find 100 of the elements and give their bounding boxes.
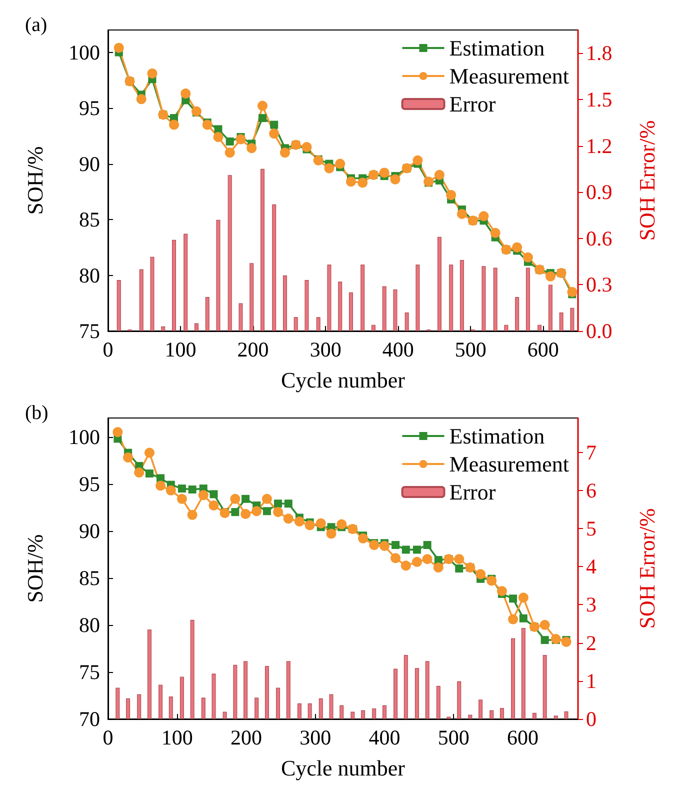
bar bbox=[511, 638, 516, 719]
point bbox=[112, 427, 123, 438]
bar bbox=[168, 696, 173, 719]
y2-tick-label: 0.0 bbox=[586, 319, 612, 343]
bar bbox=[137, 694, 142, 719]
bar bbox=[194, 323, 198, 331]
bar bbox=[542, 654, 547, 719]
point bbox=[246, 143, 257, 154]
bar bbox=[564, 711, 568, 719]
legend-label: Measurement bbox=[449, 64, 569, 88]
point bbox=[144, 448, 154, 458]
y-axis-title: SOH/% bbox=[22, 534, 48, 603]
point bbox=[446, 190, 456, 200]
point bbox=[508, 614, 518, 624]
y2-tick-label: 2 bbox=[586, 630, 596, 655]
bar bbox=[414, 668, 419, 719]
point bbox=[545, 271, 556, 282]
bar bbox=[404, 312, 409, 331]
x-tick-label: 300 bbox=[310, 338, 342, 362]
bar bbox=[493, 268, 498, 331]
bar bbox=[393, 289, 398, 331]
point bbox=[509, 594, 518, 603]
bar bbox=[350, 712, 355, 719]
bar bbox=[190, 620, 194, 719]
y2-axis-title: SOH Error/% bbox=[634, 508, 660, 629]
point bbox=[454, 554, 464, 564]
point bbox=[561, 636, 572, 647]
y2-tick-label: 5 bbox=[586, 516, 596, 540]
bar bbox=[460, 260, 464, 331]
point bbox=[358, 178, 368, 188]
x-tick-label: 600 bbox=[506, 726, 538, 750]
point bbox=[358, 533, 368, 544]
bar bbox=[372, 708, 376, 719]
point bbox=[134, 468, 144, 478]
point bbox=[230, 494, 240, 504]
point bbox=[392, 540, 400, 549]
bar bbox=[216, 220, 220, 331]
point bbox=[269, 128, 280, 139]
bar bbox=[521, 628, 526, 719]
bar bbox=[340, 705, 344, 719]
x-tick-label: 0 bbox=[102, 338, 114, 362]
point bbox=[379, 540, 390, 551]
bar bbox=[449, 264, 454, 331]
point bbox=[273, 507, 284, 518]
x-tick-label: 600 bbox=[527, 338, 559, 362]
point bbox=[512, 242, 522, 252]
bar bbox=[205, 297, 210, 331]
point bbox=[390, 174, 400, 184]
bar bbox=[147, 629, 152, 719]
bar bbox=[158, 684, 163, 719]
point bbox=[478, 211, 489, 222]
point bbox=[180, 88, 191, 99]
bar bbox=[329, 694, 334, 719]
bar bbox=[264, 666, 269, 719]
point bbox=[240, 508, 251, 519]
point bbox=[242, 494, 250, 503]
bar bbox=[139, 269, 144, 331]
chart-title: (b) bbox=[25, 402, 48, 424]
legend-label: Estimation bbox=[449, 424, 545, 448]
point bbox=[346, 176, 356, 187]
point bbox=[304, 520, 315, 530]
point bbox=[316, 518, 326, 528]
point bbox=[114, 42, 124, 53]
x-axis-title: Cycle number bbox=[280, 368, 406, 392]
y-tick-label: 85 bbox=[79, 208, 100, 232]
bar bbox=[212, 674, 216, 719]
y2-tick-label: 0 bbox=[586, 707, 596, 731]
bar bbox=[297, 703, 302, 719]
bar bbox=[404, 654, 408, 719]
y2-tick-label: 0.9 bbox=[586, 180, 612, 204]
legend-label: Error bbox=[449, 92, 496, 116]
y-tick-label: 100 bbox=[68, 40, 100, 64]
bar bbox=[250, 263, 254, 331]
point bbox=[236, 134, 246, 144]
point bbox=[567, 286, 578, 297]
point bbox=[210, 490, 218, 498]
bar bbox=[172, 240, 176, 331]
bar bbox=[233, 664, 238, 719]
bar bbox=[116, 688, 120, 719]
y-tick-label: 95 bbox=[79, 96, 100, 120]
point bbox=[176, 494, 187, 504]
bar bbox=[500, 708, 504, 719]
point bbox=[123, 452, 134, 463]
bar bbox=[515, 297, 520, 331]
y2-tick-label: 0.3 bbox=[586, 272, 612, 297]
point bbox=[187, 510, 198, 520]
x-tick-label: 200 bbox=[237, 338, 269, 362]
point bbox=[540, 620, 550, 630]
point bbox=[188, 485, 196, 494]
point bbox=[302, 142, 312, 152]
bar bbox=[150, 256, 154, 331]
point bbox=[294, 516, 304, 526]
y2-tick-label: 1.8 bbox=[586, 41, 612, 66]
point bbox=[402, 546, 410, 554]
point bbox=[324, 163, 334, 174]
point bbox=[335, 158, 346, 169]
bar bbox=[361, 710, 366, 719]
y2-axis-title: SOH Error/% bbox=[634, 120, 660, 241]
point bbox=[258, 100, 268, 111]
bar bbox=[468, 714, 472, 719]
